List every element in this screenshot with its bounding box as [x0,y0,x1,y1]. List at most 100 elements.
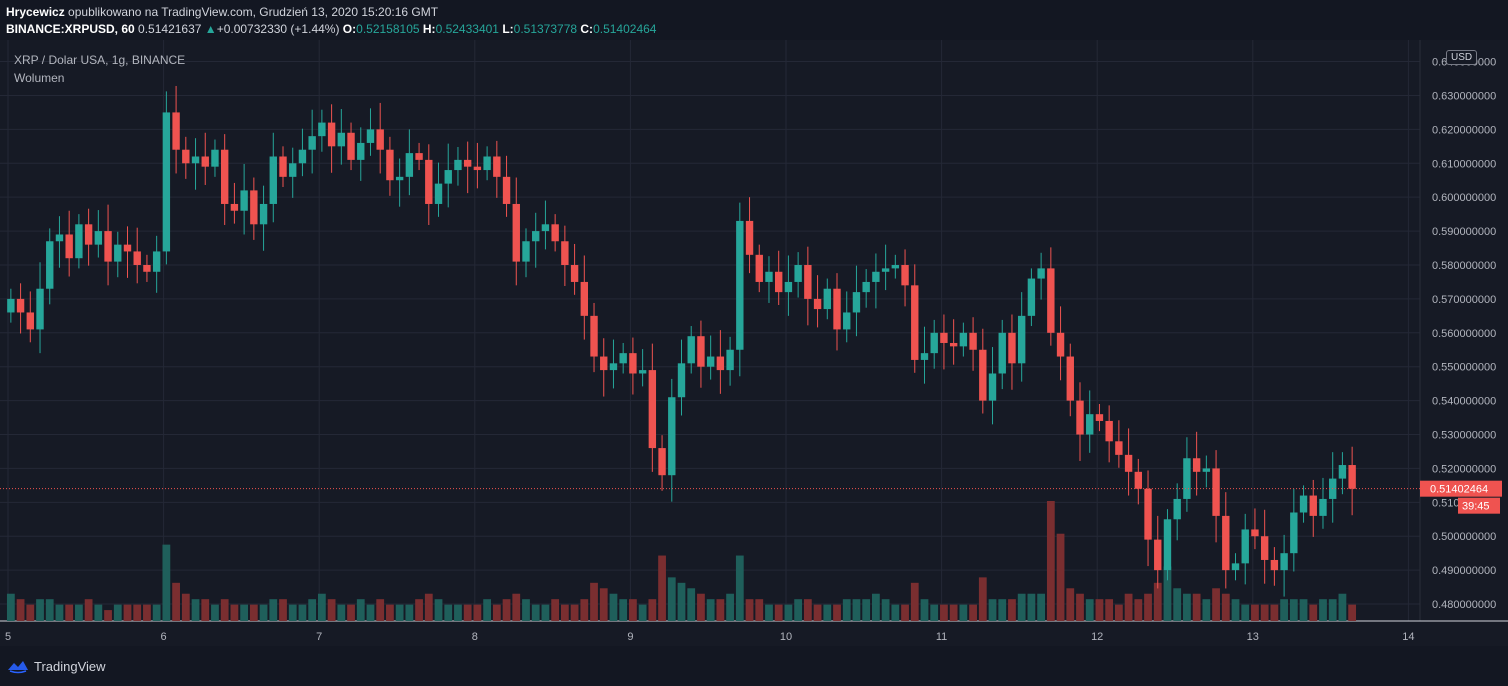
x-tick-label: 14 [1402,631,1414,643]
tradingview-logo[interactable]: TradingView [6,658,106,674]
y-tick-label: 0.560000000 [1432,328,1496,340]
candle-body [561,241,569,265]
candle-body [357,142,365,160]
candle-body [26,312,34,330]
volume-bar [920,599,929,621]
candle-body [36,288,44,330]
volume-bar [249,604,258,621]
candle-body [395,176,404,181]
candle-body [366,129,375,143]
candle-body [609,363,618,371]
candle-body [337,132,346,147]
volume-bar [162,544,171,621]
volume-bar [386,604,394,621]
volume-bar [1183,593,1191,621]
candle-body [1047,268,1055,333]
y-tick-label: 0.600000000 [1432,192,1496,204]
volume-bar [211,604,219,621]
chart-svg[interactable]: 0.4800000000.4900000000.5000000000.51000… [0,40,1508,646]
y-tick-label: 0.500000000 [1432,531,1496,543]
candle-body [1290,512,1298,554]
volume-bar [1017,593,1026,621]
volume-bar [803,599,812,621]
candle-body [279,156,287,177]
candle-body [804,264,812,299]
volume-bar [726,593,734,621]
y-tick-label: 0.590000000 [1432,226,1496,238]
candle-body [1124,454,1133,472]
currency-badge[interactable]: USD [1446,50,1478,65]
price-change: +0.00732330 (+1.44%) [216,22,340,36]
volume-bar [1221,593,1230,621]
candle-body [162,112,171,252]
volume-bar [424,593,433,621]
candle-body [794,264,802,282]
candle-body [1008,332,1016,364]
published-text: opublikowano na TradingView.com, Grudzie… [68,5,439,19]
volume-bar [599,588,608,621]
candle-body [493,156,501,177]
candle-body [765,271,773,282]
volume-bar [492,604,501,621]
candle-body [580,281,588,316]
candle-body [745,220,754,255]
price-tag-label: 0.51402464 [1430,484,1488,496]
candle-body [94,231,103,245]
volume-bar [1114,604,1123,621]
volume-bar [940,604,948,621]
volume-bar [473,604,482,621]
chart-area[interactable]: 0.4800000000.4900000000.5000000000.51000… [0,40,1508,646]
candle-body [211,149,219,167]
volume-bar [609,593,618,621]
volume-bar [1153,582,1162,621]
volume-bar [735,555,744,621]
candle-body [551,224,559,242]
volume-bar [1027,593,1036,621]
candle-body [1017,315,1026,364]
volume-bar [794,599,803,621]
volume-bar [784,604,793,621]
candle-body [979,349,987,401]
volume-bar [317,593,326,621]
series-legend: XRP / Dolar USA, 1g, BINANCE [14,53,186,67]
x-tick-label: 12 [1091,631,1103,643]
candle-body [143,264,151,272]
volume-bar [1280,599,1288,621]
volume-bar [1299,599,1308,621]
open-label: O: [342,22,357,36]
candle-body [1144,488,1152,540]
candle-body [55,234,64,242]
candle-body [1348,465,1356,489]
volume-bar [1251,604,1259,621]
candle-body [123,244,132,252]
candle-body [697,336,705,367]
low-value: 0.51373778 [513,22,578,36]
candle-body [1037,268,1045,279]
candle-body [454,159,462,171]
volume-bar [1124,593,1133,621]
candle-body [250,190,258,225]
candle-body [444,170,452,184]
volume-bar [590,582,598,621]
y-tick-label: 0.530000000 [1432,430,1496,442]
x-tick-label: 11 [936,631,947,643]
volume-bar [133,604,142,621]
volume-bar [648,599,657,621]
y-tick-label: 0.540000000 [1432,396,1496,408]
volume-bar [191,599,200,621]
candle-body [891,264,900,269]
volume-bar [123,604,132,621]
candle-body [658,448,666,476]
volume-bar [1046,501,1055,621]
candle-body [483,156,491,171]
volume-bar [143,604,151,621]
candle-body [473,166,482,171]
candle-body [1212,468,1220,516]
volume-bar [172,582,180,621]
volume-bar [337,604,346,621]
y-tick-label: 0.490000000 [1432,565,1496,577]
volume-bar [901,604,909,621]
volume-bar [959,604,968,621]
volume-bar [327,599,336,621]
volume-bar [298,604,307,621]
